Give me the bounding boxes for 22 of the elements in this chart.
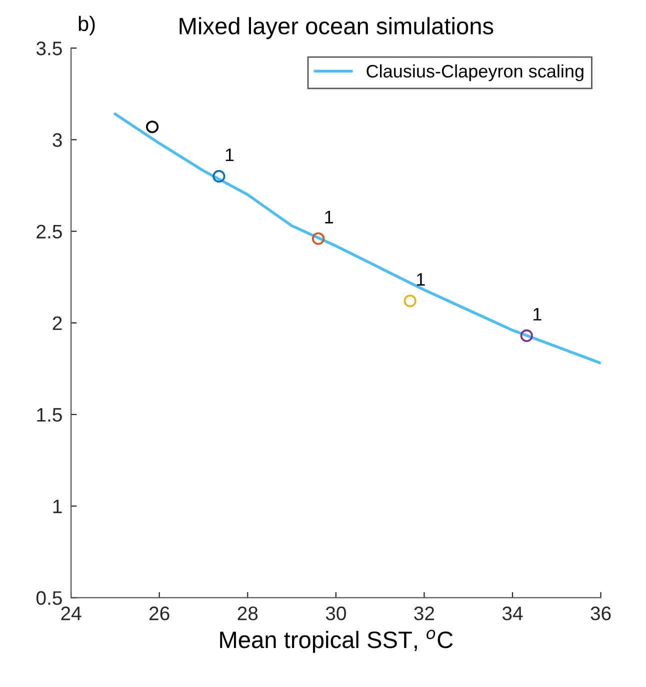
- x-tick-label: 36: [590, 606, 611, 620]
- chart-title: Mixed layer ocean simulations: [180, 17, 494, 40]
- y-tick-label: 3.5: [36, 42, 62, 56]
- y-tick-label: 2.5: [36, 224, 62, 239]
- x-tick-label: 30: [326, 606, 346, 620]
- annotation: 1: [534, 308, 542, 320]
- x-tick-label: 26: [150, 606, 170, 620]
- y-tick-label: 1: [53, 500, 62, 514]
- annotation: 1: [417, 273, 425, 286]
- y-tick-label: 1.5: [37, 408, 62, 422]
- text: b): [78, 16, 95, 36]
- x-tick-label: 32: [414, 606, 434, 620]
- legend-label: Clausius-Clapeyron scaling: [366, 64, 584, 82]
- y-tick-label: 0.5: [36, 591, 62, 605]
- y-tick-label: 3: [52, 133, 62, 147]
- annotation: 1: [226, 148, 234, 162]
- x-tick-label: 34: [502, 606, 523, 620]
- x-tick-label: 28: [238, 606, 258, 620]
- x-tick-label: 24: [61, 606, 82, 620]
- annotation: 1: [325, 210, 333, 224]
- x-axis-title: Mean tropical SST, $^{o}$C: [220, 630, 453, 653]
- y-tick-label: 2: [52, 316, 62, 330]
